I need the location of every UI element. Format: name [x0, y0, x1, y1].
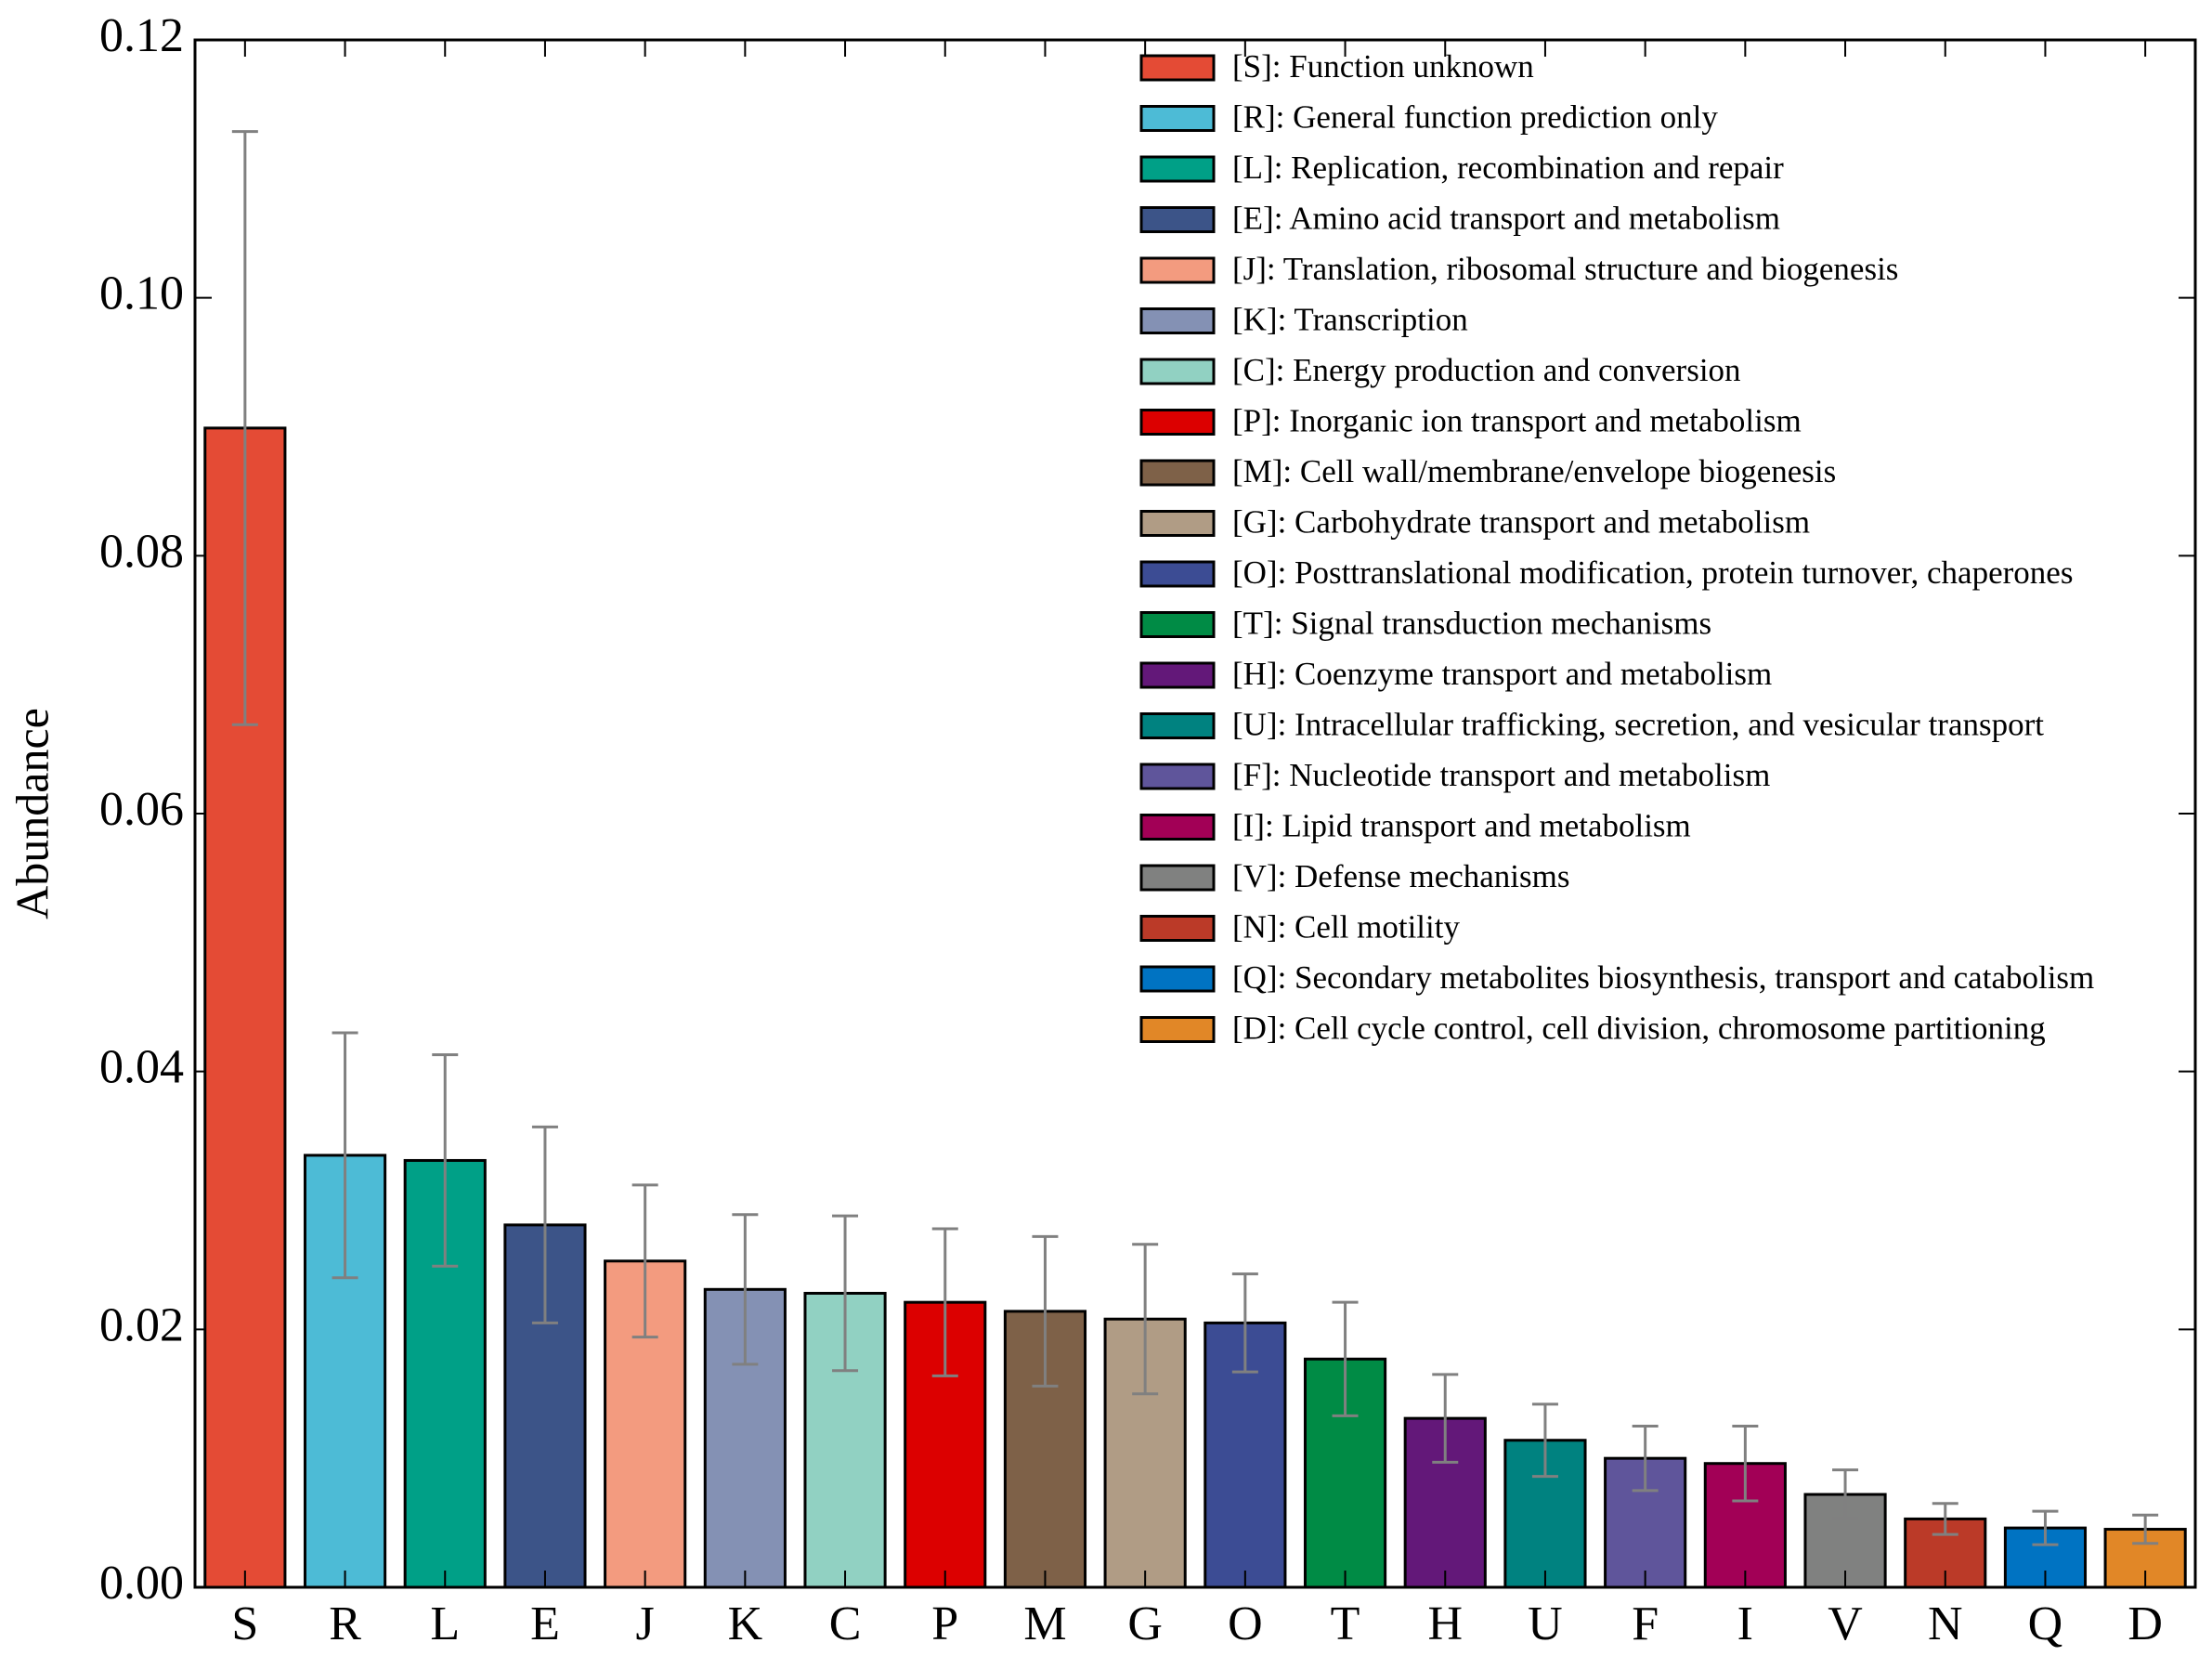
error-bar	[1932, 1502, 1958, 1536]
legend-swatch	[1139, 611, 1216, 638]
x-tick-label: Q	[2028, 1597, 2063, 1650]
legend-swatch	[1139, 510, 1216, 537]
y-tick-label: 0.12	[99, 9, 184, 62]
legend-label: [Q]: Secondary metabolites biosynthesis,…	[1232, 959, 2094, 996]
x-tick-label: K	[728, 1597, 763, 1650]
legend-swatch	[1139, 307, 1216, 334]
legend-label: [O]: Posttranslational modification, pro…	[1232, 554, 2073, 591]
legend-swatch	[1139, 105, 1216, 132]
legend-label: [U]: Intracellular trafficking, secretio…	[1232, 707, 2044, 743]
error-bar	[1832, 1468, 1859, 1520]
legend-label: [J]: Translation, ribosomal structure an…	[1232, 251, 1898, 287]
x-tick-label: H	[1427, 1597, 1463, 1650]
legend-swatch	[1139, 256, 1216, 284]
legend-label: [R]: General function prediction only	[1232, 99, 1718, 136]
error-bar	[231, 130, 258, 726]
y-tick-label: 0.08	[99, 525, 184, 578]
error-bar	[1332, 1300, 1359, 1417]
legend-label: [S]: Function unknown	[1232, 48, 1534, 85]
error-bar	[732, 1213, 759, 1366]
x-tick-label: T	[1331, 1597, 1360, 1650]
legend-label: [G]: Carbohydrate transport and metaboli…	[1232, 504, 1810, 541]
legend-label: [P]: Inorganic ion transport and metabol…	[1232, 403, 1802, 439]
error-bar	[1132, 1243, 1159, 1396]
x-tick-label: R	[329, 1597, 361, 1650]
legend-swatch	[1139, 864, 1216, 892]
error-bar	[531, 1125, 558, 1324]
legend-label: [D]: Cell cycle control, cell division, …	[1232, 1011, 2046, 1047]
legend-swatch	[1139, 54, 1216, 82]
legend-swatch	[1139, 712, 1216, 739]
legend-swatch	[1139, 814, 1216, 841]
legend-label: [F]: Nucleotide transport and metabolism	[1232, 757, 1770, 793]
legend-label: [I]: Lipid transport and metabolism	[1232, 808, 1691, 844]
y-tick-label: 0.06	[99, 783, 184, 836]
error-bar	[1231, 1272, 1258, 1374]
legend-swatch	[1139, 409, 1216, 436]
legend-swatch	[1139, 661, 1216, 689]
x-tick-label: D	[2127, 1597, 2163, 1650]
x-tick-label: C	[829, 1597, 862, 1650]
legend-label: [M]: Cell wall/membrane/envelope biogene…	[1232, 453, 1836, 489]
error-bar	[931, 1227, 958, 1377]
y-tick-label: 0.10	[99, 267, 184, 320]
legend-swatch	[1139, 1016, 1216, 1043]
legend-label: [V]: Defense mechanisms	[1232, 858, 1569, 894]
error-bar	[1632, 1424, 1659, 1493]
legend-swatch	[1139, 763, 1216, 790]
legend-swatch	[1139, 915, 1216, 942]
error-bar	[2032, 1509, 2059, 1546]
y-axis-label: Abundance	[6, 708, 58, 919]
legend-label: [L]: Replication, recombination and repa…	[1232, 150, 1784, 186]
legend-label: [H]: Coenzyme transport and metabolism	[1232, 656, 1772, 692]
legend-label: [N]: Cell motility	[1232, 909, 1460, 945]
error-bar	[332, 1031, 358, 1280]
error-bar	[1732, 1424, 1759, 1503]
x-tick-label: E	[530, 1597, 560, 1650]
x-tick-label: F	[1632, 1597, 1659, 1650]
legend-swatch	[1139, 206, 1216, 233]
x-tick-label: P	[931, 1597, 958, 1650]
legend-swatch	[1139, 965, 1216, 993]
legend-label: [K]: Transcription	[1232, 302, 1468, 338]
x-tick-label: J	[636, 1597, 655, 1650]
error-bar	[2132, 1513, 2159, 1545]
x-tick-label: N	[1928, 1597, 1963, 1650]
error-bar	[1531, 1402, 1558, 1479]
x-tick-label: O	[1228, 1597, 1263, 1650]
legend-swatch	[1139, 560, 1216, 588]
x-tick-label: U	[1528, 1597, 1563, 1650]
legend-swatch	[1139, 358, 1216, 385]
x-tick-label: V	[1828, 1597, 1863, 1650]
error-bar	[832, 1214, 859, 1373]
y-tick-label: 0.00	[99, 1557, 184, 1610]
legend-swatch	[1139, 459, 1216, 487]
error-bar	[1432, 1373, 1459, 1464]
error-bar	[1032, 1234, 1059, 1388]
y-tick-label: 0.02	[99, 1298, 184, 1351]
error-bar	[432, 1053, 459, 1268]
legend-label: [T]: Signal transduction mechanisms	[1232, 606, 1711, 642]
legend-label: [C]: Energy production and conversion	[1232, 352, 1741, 388]
x-tick-label: G	[1127, 1597, 1163, 1650]
x-tick-label: S	[231, 1597, 258, 1650]
y-tick-label: 0.04	[99, 1041, 184, 1094]
legend-label: [E]: Amino acid transport and metabolism	[1232, 201, 1780, 237]
x-tick-label: M	[1023, 1597, 1066, 1650]
plot-frame	[193, 38, 2197, 1589]
error-bar	[631, 1183, 658, 1339]
legend-swatch	[1139, 155, 1216, 183]
x-tick-label: L	[430, 1597, 460, 1650]
x-tick-label: I	[1737, 1597, 1753, 1650]
